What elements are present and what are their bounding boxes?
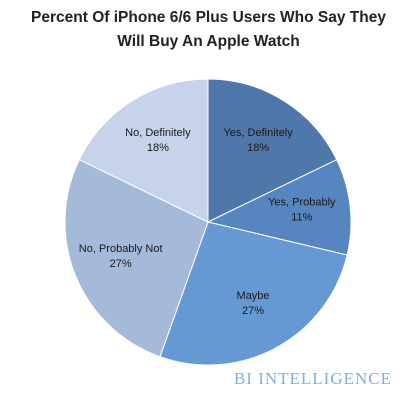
pie-slice xyxy=(207,78,338,223)
slice-value-label: 18% xyxy=(247,142,269,154)
pie-slice xyxy=(78,78,209,223)
pie-slice xyxy=(159,221,348,366)
slice-label: No, Definitely xyxy=(125,127,191,139)
slice-value-label: 18% xyxy=(147,142,169,154)
slice-label: No, Probably Not xyxy=(79,243,163,255)
slice-label: Maybe xyxy=(237,290,270,302)
source-watermark: BI INTELLIGENCE xyxy=(234,369,392,388)
slice-label: Yes, Probably xyxy=(268,197,336,209)
chart-title: Percent Of iPhone 6/6 Plus Users Who Say… xyxy=(31,9,386,50)
pie-slice xyxy=(64,159,209,358)
slice-value-label: 27% xyxy=(110,258,132,270)
pie-slice xyxy=(206,159,352,256)
slice-label: Yes, Definitely xyxy=(223,127,293,139)
slice-value-label: 11% xyxy=(291,212,312,224)
slice-value-label: 27% xyxy=(242,305,264,317)
